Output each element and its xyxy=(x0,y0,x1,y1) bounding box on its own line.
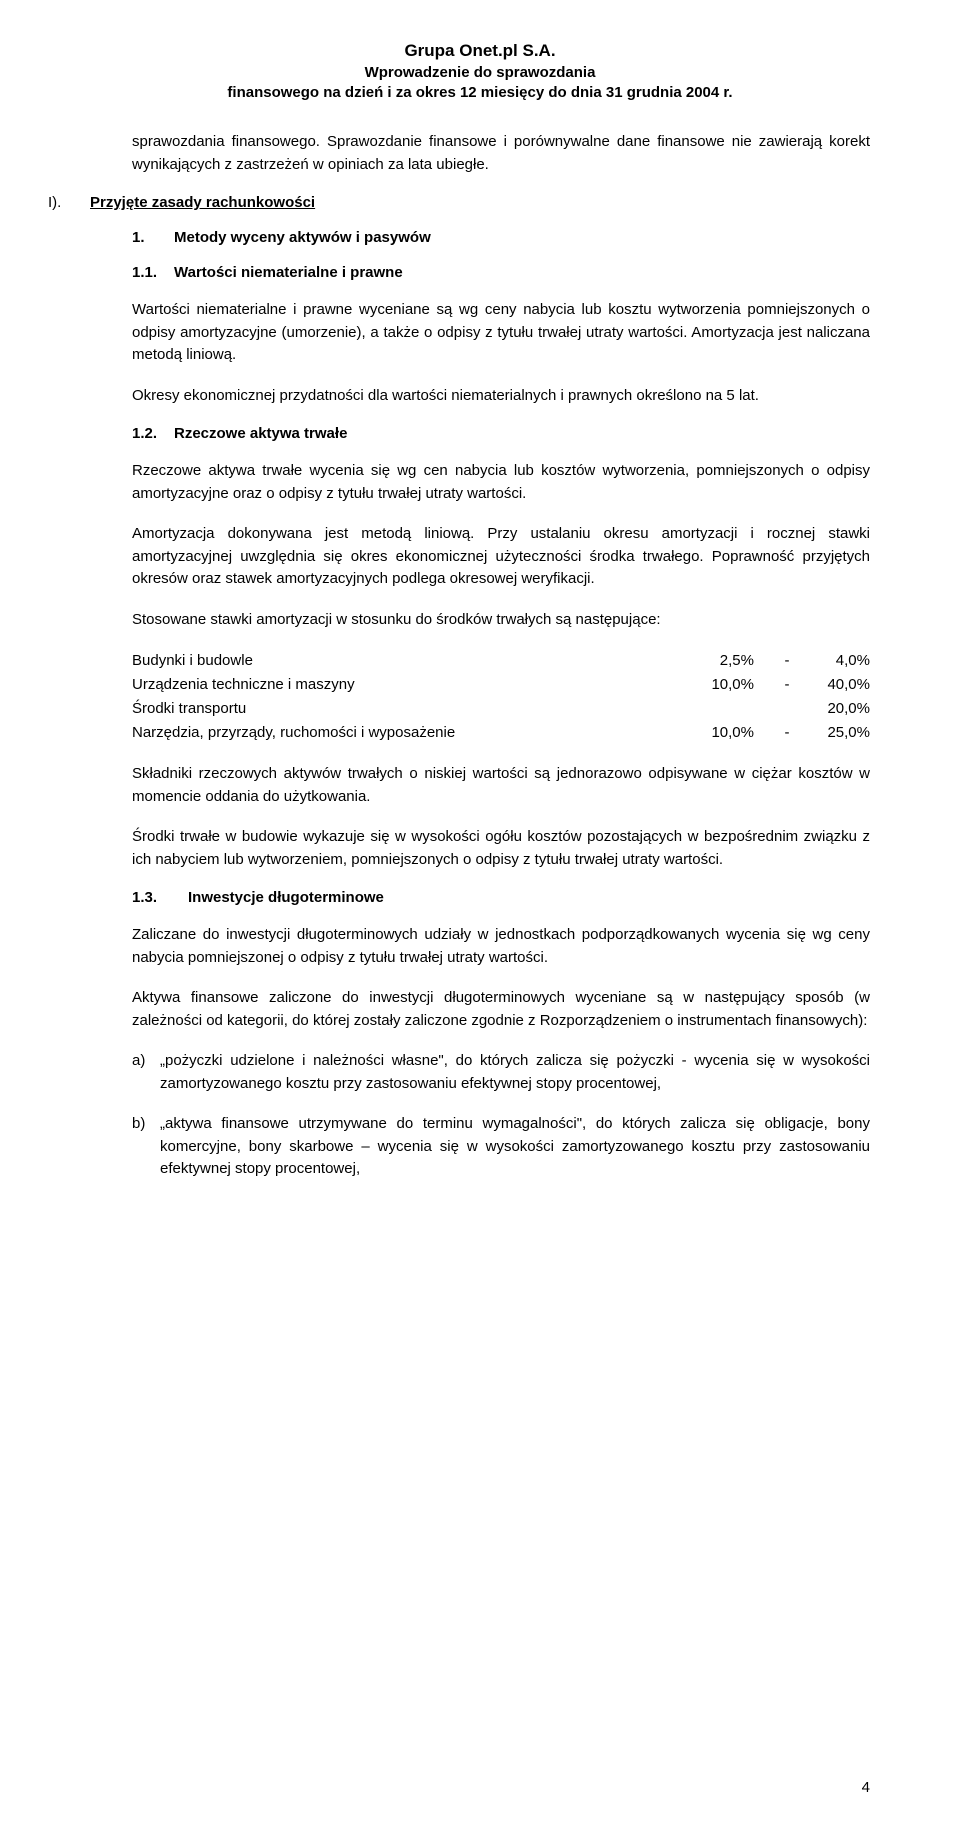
section-I-title: Przyjęte zasady rachunkowości xyxy=(90,194,315,211)
section-1-1-p2: Okresy ekonomicznej przydatności dla war… xyxy=(132,385,870,408)
rate-high: 25,0% xyxy=(820,721,870,745)
header-subtitle-2: finansowego na dzień i za okres 12 miesi… xyxy=(90,83,870,103)
page-header: Grupa Onet.pl S.A. Wprowadzenie do spraw… xyxy=(90,40,870,103)
section-1-number: 1. xyxy=(132,229,174,246)
section-1-2-row: 1.2. Rzeczowe aktywa trwałe xyxy=(132,425,870,442)
rate-dash: - xyxy=(782,721,792,745)
rate-label: Środki transportu xyxy=(132,697,704,721)
list-item-b-text: „aktywa finansowe utrzymywane do terminu… xyxy=(160,1113,870,1181)
table-row: Budynki i budowle 2,5% - 4,0% xyxy=(132,649,870,673)
table-row: Urządzenia techniczne i maszyny 10,0% - … xyxy=(132,673,870,697)
header-title: Grupa Onet.pl S.A. xyxy=(90,40,870,63)
list-item-a-text: „pożyczki udzielone i należności własne"… xyxy=(160,1050,870,1095)
section-1-2-p5: Środki trwałe w budowie wykazuje się w w… xyxy=(132,826,870,871)
rate-dash xyxy=(782,697,792,721)
section-1-3-p2: Aktywa finansowe zaliczone do inwestycji… xyxy=(132,987,870,1032)
header-subtitle-1: Wprowadzenie do sprawozdania xyxy=(90,63,870,83)
section-I-row: I). Przyjęte zasady rachunkowości xyxy=(90,194,870,211)
rate-label: Narzędzia, przyrządy, ruchomości i wypos… xyxy=(132,721,704,745)
section-1-3-title: Inwestycje długoterminowe xyxy=(188,889,384,906)
rate-dash: - xyxy=(782,673,792,697)
rate-low: 10,0% xyxy=(704,673,754,697)
depreciation-rates-table: Budynki i budowle 2,5% - 4,0% Urządzenia… xyxy=(132,649,870,745)
table-row: Narzędzia, przyrządy, ruchomości i wypos… xyxy=(132,721,870,745)
list-marker-b: b) xyxy=(132,1113,160,1181)
section-1-2-p2: Amortyzacja dokonywana jest metodą linio… xyxy=(132,523,870,591)
list-item: b) „aktywa finansowe utrzymywane do term… xyxy=(132,1113,870,1181)
section-1-2-number: 1.2. xyxy=(132,425,174,442)
list-marker-a: a) xyxy=(132,1050,160,1095)
section-1-1-p1: Wartości niematerialne i prawne wycenian… xyxy=(132,299,870,367)
section-1-2-p1: Rzeczowe aktywa trwałe wycenia się wg ce… xyxy=(132,460,870,505)
rate-values: 2,5% - 4,0% xyxy=(704,649,870,673)
section-1-1-number: 1.1. xyxy=(132,264,174,281)
list-item: a) „pożyczki udzielone i należności włas… xyxy=(132,1050,870,1095)
document-page: Grupa Onet.pl S.A. Wprowadzenie do spraw… xyxy=(0,0,960,1826)
rate-high: 40,0% xyxy=(820,673,870,697)
section-1-2-p4: Składniki rzeczowych aktywów trwałych o … xyxy=(132,763,870,808)
rate-low xyxy=(704,697,754,721)
intro-paragraph: sprawozdania finansowego. Sprawozdanie f… xyxy=(132,131,870,176)
section-I-number: I). xyxy=(48,194,90,211)
table-row: Środki transportu 20,0% xyxy=(132,697,870,721)
section-1-title: Metody wyceny aktywów i pasywów xyxy=(174,229,431,246)
rate-low: 10,0% xyxy=(704,721,754,745)
rate-dash: - xyxy=(782,649,792,673)
rate-low: 2,5% xyxy=(704,649,754,673)
section-1-row: 1. Metody wyceny aktywów i pasywów xyxy=(132,229,870,246)
rate-values: 10,0% - 25,0% xyxy=(704,721,870,745)
rate-values: 10,0% - 40,0% xyxy=(704,673,870,697)
section-1-2-title: Rzeczowe aktywa trwałe xyxy=(174,425,347,442)
rate-high: 20,0% xyxy=(820,697,870,721)
rate-label: Urządzenia techniczne i maszyny xyxy=(132,673,704,697)
rate-values: 20,0% xyxy=(704,697,870,721)
section-1-2-p3: Stosowane stawki amortyzacji w stosunku … xyxy=(132,609,870,632)
section-1-3-p1: Zaliczane do inwestycji długoterminowych… xyxy=(132,924,870,969)
section-1-3-row: 1.3. Inwestycje długoterminowe xyxy=(132,889,870,906)
rate-high: 4,0% xyxy=(820,649,870,673)
section-1-1-title: Wartości niematerialne i prawne xyxy=(174,264,403,281)
section-1-1-row: 1.1. Wartości niematerialne i prawne xyxy=(132,264,870,281)
section-1-3-number: 1.3. xyxy=(132,889,188,906)
rate-label: Budynki i budowle xyxy=(132,649,704,673)
page-number: 4 xyxy=(862,1779,870,1796)
